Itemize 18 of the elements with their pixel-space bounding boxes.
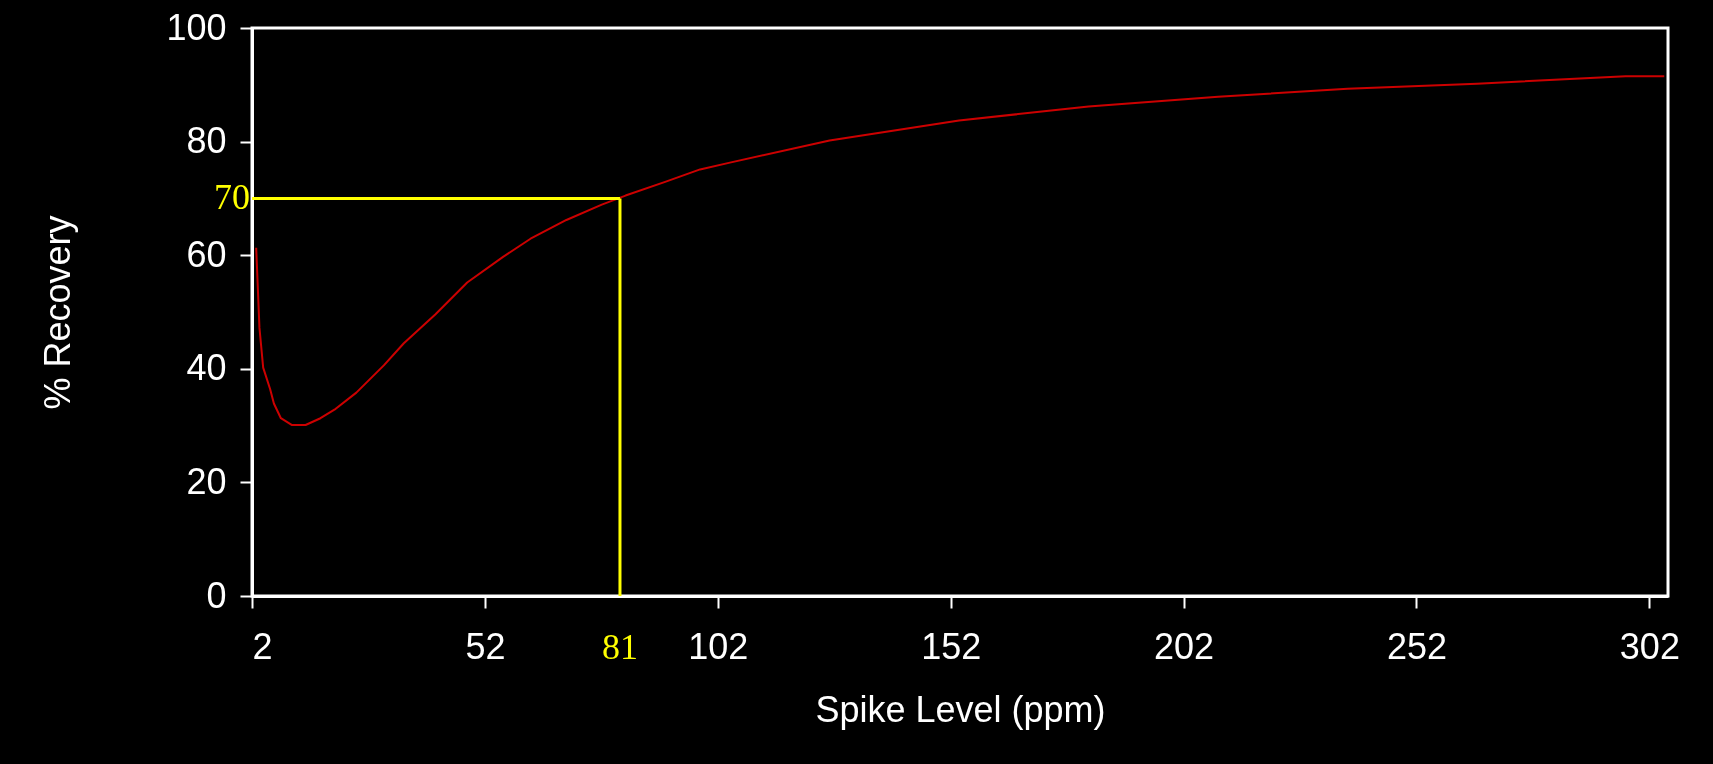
x-tick-label: 2 bbox=[252, 625, 273, 667]
y-tick-label: 80 bbox=[186, 120, 227, 162]
x-tick-label: 252 bbox=[1386, 625, 1448, 667]
ref-line-label: 70 bbox=[214, 177, 250, 218]
x-tick-label: 152 bbox=[921, 625, 982, 667]
x-tick-label: 102 bbox=[688, 625, 749, 667]
x-axis-title: Spike Level (ppm) bbox=[815, 688, 1106, 730]
x-tick-label: 52 bbox=[465, 625, 506, 667]
x-tick-label: 202 bbox=[1154, 625, 1215, 667]
y-tick-label: 100 bbox=[166, 6, 227, 48]
y-tick-label: 0 bbox=[206, 574, 227, 616]
line-series bbox=[255, 75, 1666, 427]
ref-line-label: 81 bbox=[601, 627, 638, 667]
x-tick-label: 302 bbox=[1619, 625, 1680, 667]
y-axis-title: % Recovery bbox=[37, 215, 79, 410]
y-tick-label: 60 bbox=[186, 233, 227, 275]
y-tick-label: 40 bbox=[186, 347, 227, 389]
y-tick-label: 20 bbox=[186, 460, 227, 502]
